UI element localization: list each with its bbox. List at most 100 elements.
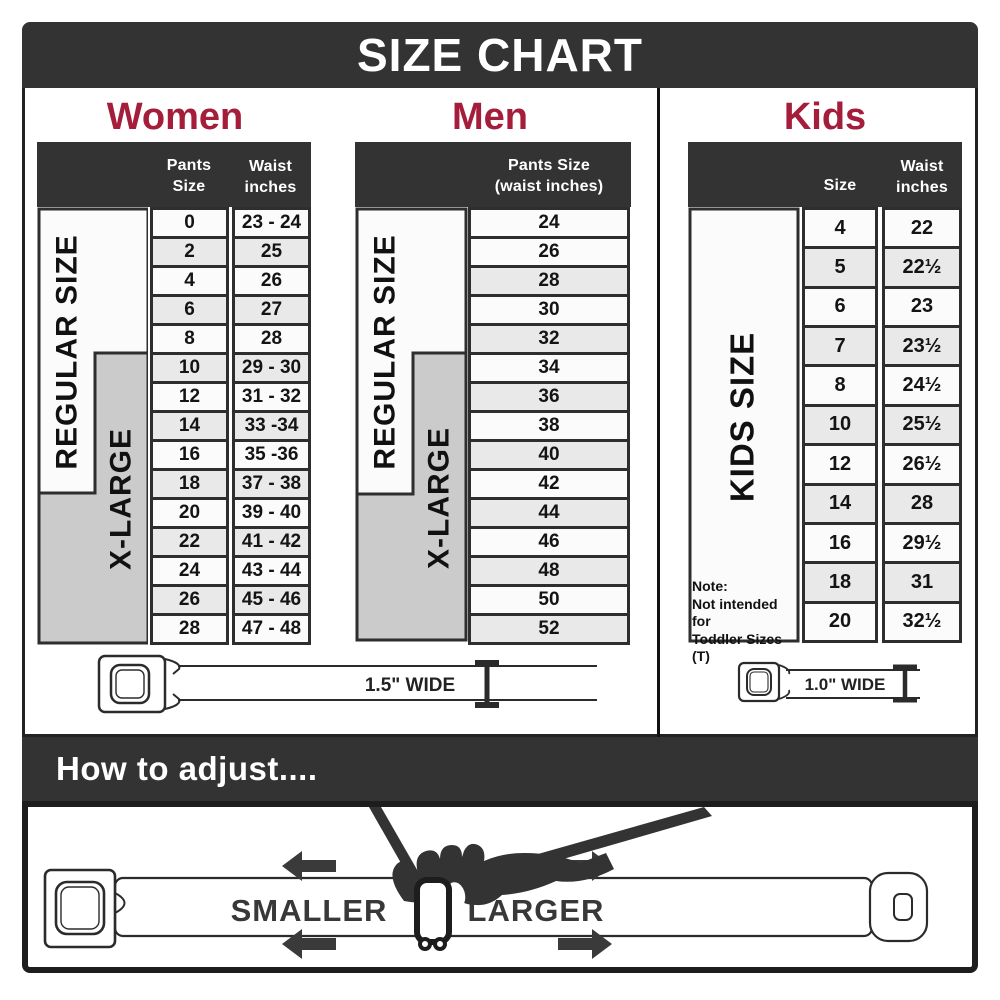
table-cell: 5 <box>805 249 875 289</box>
table-cell: 12 <box>805 446 875 486</box>
table-cell: 31 - 32 <box>235 384 308 413</box>
adjust-belt-tip-slot <box>893 893 913 921</box>
men-regular-region <box>355 207 468 496</box>
kids-note-line3: Toddler Sizes (T) <box>692 630 782 665</box>
kids-belt-width-label: 1.0" WIDE <box>805 675 886 694</box>
women-xlarge-label: X-LARGE <box>105 428 138 570</box>
table-cell: 26½ <box>885 446 959 486</box>
kids-width-ibeam-caps <box>893 664 917 703</box>
kids-note: Note: Not intended for Toddler Sizes (T) <box>692 578 800 666</box>
table-cell: 6 <box>153 297 226 326</box>
adult-belt-strap <box>178 665 597 701</box>
kids-size-header-text: Size <box>823 177 857 195</box>
table-cell: 22 <box>153 529 226 558</box>
women-table-header <box>37 142 311 207</box>
table-cell: 10 <box>805 406 875 447</box>
table-cell: 44 <box>471 500 627 529</box>
adult-belt-width-label: 1.5" WIDE <box>365 675 455 696</box>
title-band: SIZE CHART <box>22 22 978 88</box>
women-waist-column: 23 - 24 25 26 27 28 29 - 30 31 - 32 33 -34 35 -3… <box>232 207 311 645</box>
table-cell: 35 -36 <box>235 442 308 471</box>
table-cell: 14 <box>805 485 875 525</box>
kids-waist-header-line1: Waist <box>900 158 944 176</box>
kids-waist-column: 22 22½ 23 23½ 24½ 25½ 26½ 28 29½ 31 32½ <box>882 207 962 643</box>
kids-belt-graphic: 1.0" WIDE <box>737 661 920 703</box>
adjust-buckle-latch <box>114 892 126 914</box>
table-cell: 37 - 38 <box>235 471 308 500</box>
table-cell: 26 <box>235 268 308 297</box>
table-cell: 22 <box>885 210 959 250</box>
smaller-label: SMALLER <box>231 893 388 928</box>
table-cell: 22½ <box>885 249 959 289</box>
table-cell: 2 <box>153 239 226 268</box>
women-size-group-graphic: REGULAR SIZE X-LARGE <box>37 207 148 645</box>
kids-waist-header: Waist inches <box>882 144 962 203</box>
belt-slider <box>414 877 452 945</box>
table-cell: 6 <box>805 288 875 329</box>
men-pants-size-column: 24 26 28 30 32 34 36 38 40 42 44 46 48 50 52 <box>468 207 630 645</box>
table-cell: 25½ <box>885 406 959 447</box>
women-pants-size-column: 0 2 4 6 8 10 12 14 16 18 20 22 24 26 28 <box>150 207 229 645</box>
table-cell: 26 <box>471 239 627 268</box>
men-table-header <box>355 142 631 207</box>
table-cell: 27 <box>235 297 308 326</box>
table-cell: 29 - 30 <box>235 355 308 384</box>
table-cell: 18 <box>153 471 226 500</box>
table-cell: 38 <box>471 413 627 442</box>
table-cell: 14 <box>153 413 226 442</box>
table-cell: 23 <box>885 288 959 329</box>
table-cell: 24 <box>153 558 226 587</box>
table-cell: 25 <box>235 239 308 268</box>
table-cell: 8 <box>153 326 226 355</box>
table-cell: 47 - 48 <box>235 616 308 642</box>
kids-table-header <box>688 142 962 207</box>
slider-foot-right <box>433 937 447 951</box>
table-cell: 48 <box>471 558 627 587</box>
table-cell: 28 <box>471 268 627 297</box>
table-cell: 24 <box>471 210 627 239</box>
table-cell: 16 <box>805 524 875 565</box>
table-cell: 28 <box>153 616 226 642</box>
women-regular-region <box>37 207 148 495</box>
women-pants-size-header: Pants Size <box>148 144 230 203</box>
table-cell: 40 <box>471 442 627 471</box>
table-cell: 18 <box>805 564 875 604</box>
men-heading: Men <box>452 96 528 138</box>
adjust-buckle-inner-detail <box>60 886 100 930</box>
table-cell: 16 <box>153 442 226 471</box>
kids-buckle-latch <box>778 664 791 700</box>
kids-size-column: 4 5 6 7 8 10 12 14 16 18 20 <box>802 207 878 643</box>
table-cell: 12 <box>153 384 226 413</box>
men-size-group-graphic: REGULAR SIZE X-LARGE <box>355 207 468 642</box>
table-cell: 36 <box>471 384 627 413</box>
women-pants-size-header-text: Pants Size <box>166 157 212 196</box>
adjust-band: How to adjust.... <box>22 737 978 801</box>
table-cell: 28 <box>885 485 959 525</box>
women-heading: Women <box>106 96 244 138</box>
women-waist-header: Waist inches <box>230 144 311 203</box>
table-cell: 20 <box>805 603 875 640</box>
table-cell: 32 <box>471 326 627 355</box>
adult-width-ibeam-caps <box>475 660 499 708</box>
table-cell: 31 <box>885 564 959 604</box>
kids-heading: Kids <box>783 96 867 138</box>
women-waist-header-line2: inches <box>244 179 297 197</box>
table-cell: 26 <box>153 587 226 616</box>
table-cell: 24½ <box>885 367 959 407</box>
women-waist-header-line1: Waist <box>248 158 293 176</box>
men-header-line1: Pants Size <box>507 157 591 175</box>
adjust-heading: How to adjust.... <box>56 750 318 787</box>
men-header-line2: (waist inches) <box>494 178 604 196</box>
table-cell: 32½ <box>885 603 959 640</box>
men-pants-size-header: Pants Size (waist inches) <box>468 144 630 203</box>
kids-size-region <box>688 207 800 643</box>
table-cell: 4 <box>805 210 875 250</box>
adult-buckle-latch <box>164 658 181 710</box>
table-cell: 4 <box>153 268 226 297</box>
adult-belt-graphic: 1.5" WIDE <box>97 654 597 714</box>
table-cell: 34 <box>471 355 627 384</box>
table-cell: 7 <box>805 328 875 368</box>
table-cell: 28 <box>235 326 308 355</box>
kids-buckle-inner-detail <box>749 671 769 693</box>
